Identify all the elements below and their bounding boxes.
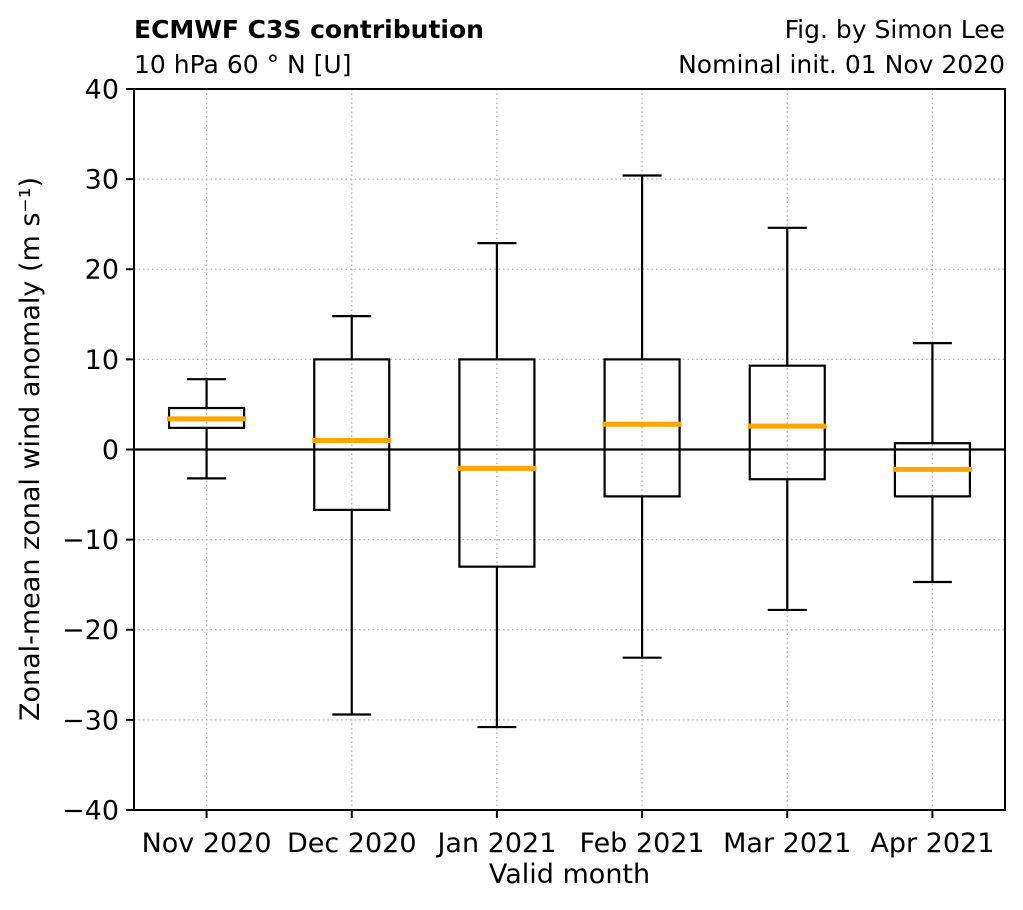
attribution-text: Fig. by Simon Lee [784, 15, 1005, 44]
x-axis-label: Valid month [488, 859, 651, 890]
ytick-label--10: −10 [62, 525, 119, 556]
ytick-label-40: 40 [85, 74, 119, 105]
box-1 [313, 358, 391, 511]
init-date-text: Nominal init. 01 Nov 2020 [678, 50, 1005, 79]
box-4 [748, 364, 826, 481]
ytick-label--20: −20 [62, 615, 119, 646]
xtick-label-0: Nov 2020 [142, 828, 272, 859]
ytick-label-10: 10 [85, 345, 119, 376]
ytick-label--30: −30 [62, 705, 119, 736]
xtick-label-2: Jan 2021 [435, 828, 556, 859]
ytick-label-30: 30 [85, 165, 119, 196]
ytick-label--40: −40 [62, 795, 119, 826]
chart-subtitle: 10 hPa 60 ° N [U] [134, 50, 352, 79]
ytick-label-0: 0 [102, 435, 119, 466]
xtick-label-1: Dec 2020 [287, 828, 417, 859]
xtick-label-3: Feb 2021 [580, 828, 705, 859]
xtick-label-4: Mar 2021 [723, 828, 851, 859]
box-3 [603, 358, 681, 498]
chart-title: ECMWF C3S contribution [134, 15, 484, 44]
xtick-label-5: Apr 2021 [870, 828, 994, 859]
ytick-label-20: 20 [85, 255, 119, 286]
box-2 [458, 358, 536, 568]
